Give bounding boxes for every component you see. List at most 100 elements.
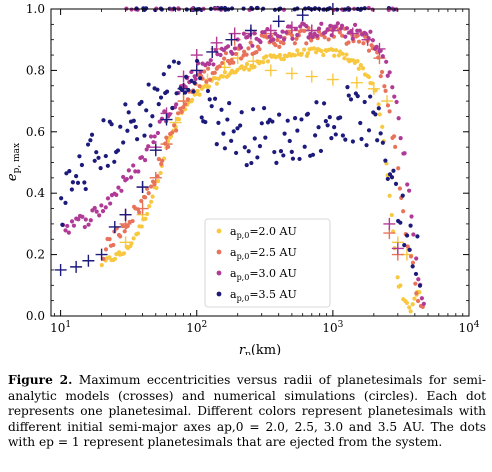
- model-point: [190, 64, 203, 77]
- sim-point: [116, 185, 121, 190]
- sim-point: [342, 56, 347, 61]
- sim-point: [281, 37, 287, 42]
- sim-point: [382, 84, 387, 89]
- sim-point: [376, 106, 381, 111]
- sim-point: [298, 24, 303, 29]
- sim-point: [118, 234, 123, 239]
- sim-point: [333, 24, 338, 29]
- sim-point: [280, 29, 285, 34]
- sim-point: [285, 118, 290, 123]
- sim-point: [257, 47, 262, 52]
- sim-point: [208, 58, 213, 63]
- sim-point: [189, 78, 194, 83]
- sim-point: [289, 149, 294, 154]
- sim-point: [408, 309, 413, 314]
- model-point: [136, 202, 149, 215]
- sim-point: [405, 244, 410, 249]
- sim-point: [88, 218, 93, 223]
- sim-point: [295, 48, 300, 53]
- sim-point: [142, 133, 147, 138]
- legend-entry: ap,0=3.5 AU: [230, 288, 297, 303]
- sim-point: [387, 193, 392, 198]
- sim-point: [338, 115, 343, 120]
- ejected-point: [386, 7, 391, 13]
- sim-point: [213, 47, 218, 53]
- model-point: [346, 27, 359, 40]
- sim-point: [156, 156, 162, 162]
- sim-point: [195, 88, 200, 94]
- sim-point: [243, 65, 248, 70]
- sim-point: [183, 102, 188, 107]
- sim-point: [316, 26, 322, 31]
- sim-point: [160, 158, 165, 163]
- sim-point: [98, 165, 103, 171]
- sim-point: [144, 108, 149, 113]
- sim-point: [272, 149, 277, 155]
- legend: ap,0=2.0 AU ap,0=2.5 AU ap,0=3.0 AU ap,0=3.…: [204, 218, 331, 308]
- sim-point: [368, 94, 373, 99]
- sim-point: [241, 31, 247, 36]
- sim-point: [225, 44, 231, 49]
- sim-point: [63, 200, 68, 205]
- sim-point: [119, 188, 124, 193]
- sim-point: [350, 139, 356, 144]
- sim-point: [121, 251, 127, 256]
- sim-point: [82, 224, 87, 230]
- model-point: [119, 236, 132, 249]
- figure-caption: Figure 2. Maximum eccentricities versus …: [8, 373, 486, 451]
- sim-point: [231, 60, 236, 65]
- sim-point: [316, 29, 322, 34]
- sim-point: [59, 196, 64, 201]
- sim-point: [155, 179, 161, 184]
- sim-point: [124, 176, 129, 182]
- sim-point: [214, 81, 219, 86]
- sim-point: [89, 132, 95, 137]
- model-point: [285, 67, 298, 80]
- sim-point: [137, 210, 142, 215]
- model-point: [326, 73, 339, 86]
- sim-point: [287, 138, 292, 144]
- sim-point: [292, 41, 297, 46]
- y-tick-label: 0.4: [26, 186, 45, 200]
- model-point: [225, 33, 238, 46]
- sim-point: [83, 186, 88, 192]
- sim-point: [278, 149, 284, 154]
- sim-point: [249, 160, 254, 166]
- sim-point: [83, 217, 88, 222]
- sim-point: [277, 112, 282, 117]
- model-point: [264, 24, 277, 37]
- sim-point: [99, 203, 104, 208]
- sim-point: [271, 37, 276, 42]
- model-point: [305, 24, 318, 37]
- sim-point: [261, 60, 266, 65]
- sim-point: [170, 130, 175, 135]
- model-point: [350, 76, 363, 89]
- sim-point: [410, 302, 415, 307]
- sim-point: [313, 50, 319, 55]
- sim-point: [387, 109, 392, 114]
- sim-point: [156, 102, 161, 107]
- sim-point: [198, 76, 203, 81]
- sim-point: [179, 109, 184, 114]
- sim-point: [220, 60, 225, 66]
- sim-point: [88, 138, 93, 143]
- sim-point: [122, 229, 127, 234]
- sim-point: [126, 168, 131, 173]
- sim-point: [263, 135, 268, 140]
- sim-point: [229, 138, 234, 143]
- sim-point: [395, 275, 400, 280]
- sim-point: [162, 109, 167, 114]
- sim-point: [380, 140, 385, 145]
- sim-point: [148, 184, 154, 189]
- sim-point: [415, 234, 420, 239]
- sim-point: [404, 233, 410, 238]
- sim-point: [114, 192, 119, 198]
- sim-point: [82, 180, 87, 185]
- sim-point: [373, 112, 378, 117]
- sim-point: [144, 147, 149, 152]
- sim-point: [112, 256, 118, 262]
- sim-point: [193, 76, 198, 82]
- y-axis-var: e: [5, 173, 20, 181]
- sim-point: [161, 72, 166, 77]
- sim-point: [335, 21, 340, 26]
